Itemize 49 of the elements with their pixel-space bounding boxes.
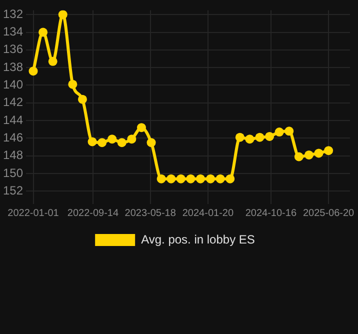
point [304, 150, 314, 160]
point [38, 28, 48, 37]
y-tick-label: 136 [2, 42, 24, 56]
point [196, 174, 205, 184]
point [245, 134, 254, 144]
y-tick-label: 132 [2, 6, 24, 21]
point [186, 174, 196, 184]
point [324, 146, 334, 156]
point [314, 148, 324, 158]
y-tick-label: 134 [2, 24, 24, 39]
point [294, 152, 304, 162]
legend-label: Avg. pos. in lobby ES [141, 232, 255, 246]
y-tick-label: 144 [2, 112, 24, 127]
point [146, 138, 156, 148]
point [216, 174, 225, 184]
y-tick-label: 148 [2, 148, 24, 162]
point [255, 132, 264, 142]
point [156, 174, 166, 184]
x-tick-label: 2022-01-01 [8, 208, 60, 219]
point [78, 94, 87, 104]
point [88, 137, 97, 146]
y-tick-label: 150 [2, 166, 24, 180]
point [68, 80, 78, 89]
point [176, 174, 186, 184]
point [117, 138, 126, 148]
point [265, 132, 274, 141]
x-tick-label: 2024-10-16 [245, 208, 297, 219]
y-tick-label: 138 [2, 60, 24, 74]
point [28, 66, 38, 76]
point [58, 10, 68, 20]
y-tick-label: 152 [2, 183, 24, 198]
point [166, 174, 176, 184]
y-tick-label: 146 [2, 130, 24, 145]
point [127, 134, 136, 144]
point [136, 123, 146, 132]
point [284, 126, 294, 136]
x-tick-label: 2025-06-20 [302, 208, 355, 219]
x-tick-label: 2024-01-20 [182, 208, 234, 219]
x-tick-label: 2023-05-18 [124, 208, 176, 219]
y-tick-label: 140 [2, 78, 24, 92]
point [108, 134, 117, 144]
point [98, 138, 107, 148]
point [48, 56, 58, 66]
y-tick-label: 142 [2, 95, 24, 110]
point [226, 174, 235, 184]
point [274, 128, 284, 137]
point [235, 132, 244, 142]
x-tick-label: 2022-09-14 [67, 208, 119, 219]
point [206, 174, 216, 184]
